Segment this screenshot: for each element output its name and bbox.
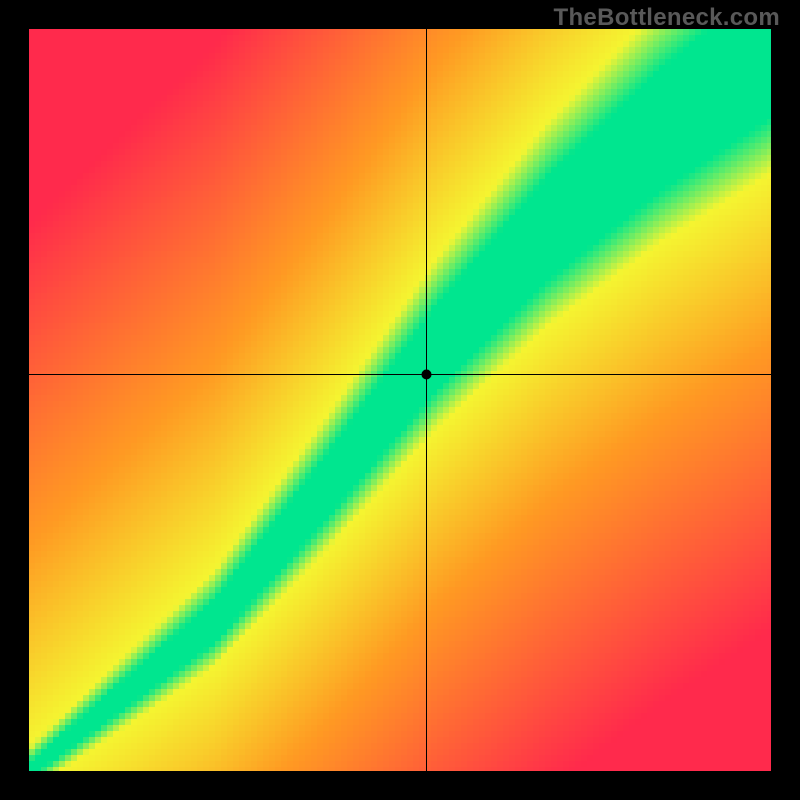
bottleneck-heatmap — [29, 29, 771, 771]
watermark-text: TheBottleneck.com — [554, 4, 780, 32]
chart-frame: { "image": { "width": 800, "height": 800… — [0, 0, 800, 800]
